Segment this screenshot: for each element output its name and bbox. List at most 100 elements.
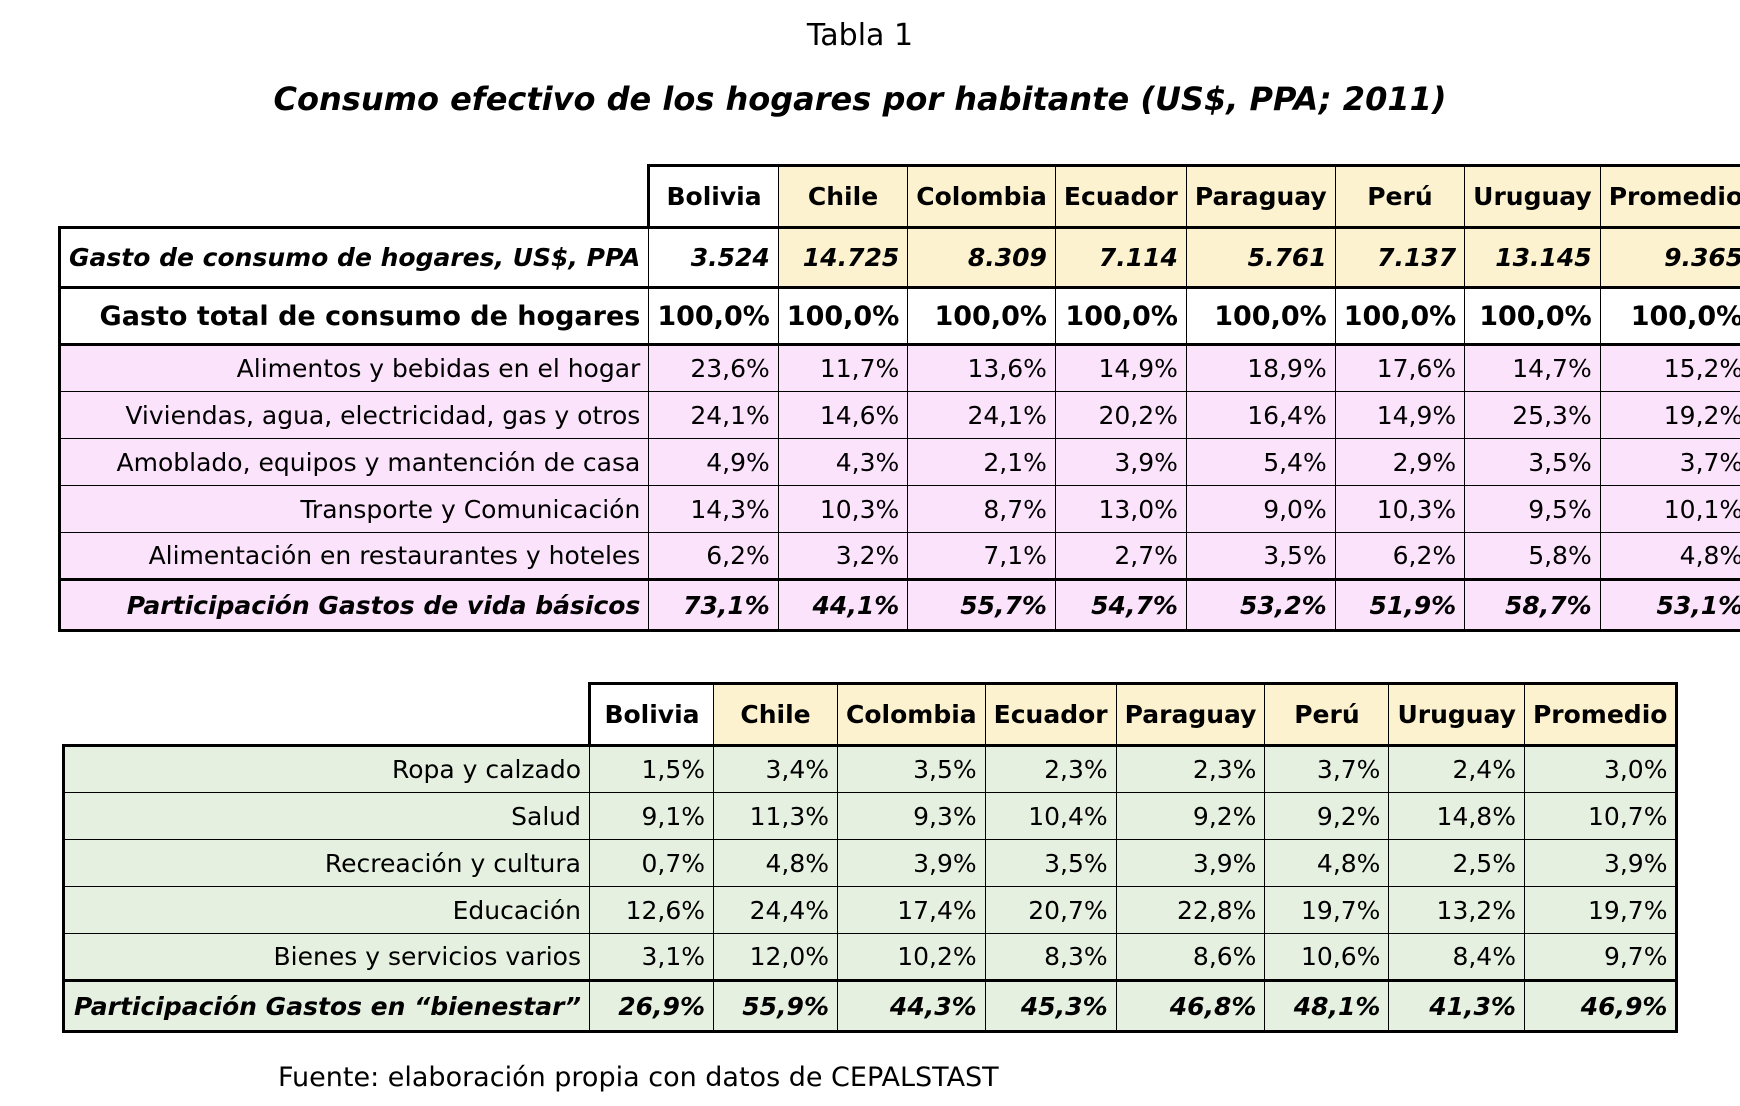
value-cell: 55,7% xyxy=(907,578,1056,632)
value-cell: 19,2% xyxy=(1599,391,1740,439)
column-header-country: Ecuador xyxy=(984,682,1117,747)
value-cell: 8.309 xyxy=(907,226,1056,289)
table-row: Transporte y Comunicación 14,3% 10,3% 8,7% 1… xyxy=(57,485,1740,533)
column-header-country: Paraguay xyxy=(1115,682,1266,747)
table-row: Recreación y cultura 0,7% 4,8% 3,9% 3,5% 3,9%… xyxy=(62,839,1679,887)
table-title: Consumo efectivo de los hogares por habi… xyxy=(273,80,1447,118)
value-cell: 100,0% xyxy=(1599,287,1740,346)
column-header-country: Perú xyxy=(1264,682,1390,747)
value-cell: 100,0% xyxy=(648,287,779,346)
table-row: Viviendas, agua, electricidad, gas y otr… xyxy=(57,391,1740,439)
value-cell: 14,7% xyxy=(1464,344,1601,392)
table-row: Educación 12,6% 24,4% 17,4% 20,7% 22,8% 19,7% 1… xyxy=(62,886,1679,934)
value-cell: 10,7% xyxy=(1523,792,1679,840)
row-label: Salud xyxy=(62,792,590,840)
table-caption: Tabla 1 xyxy=(806,18,914,53)
table-row-gasto-consumo: Gasto de consumo de hogares, US$, PPA 3.5… xyxy=(57,226,1740,289)
value-cell: 2,5% xyxy=(1388,839,1525,887)
table2-header-row: Bolivia Chile Colombia Ecuador Paraguay Perú U… xyxy=(63,682,1679,747)
value-cell: 10,1% xyxy=(1599,485,1740,533)
table-row: Salud 9,1% 11,3% 9,3% 10,4% 9,2% 9,2% 14,8% 10,7… xyxy=(62,792,1679,840)
value-cell: 100,0% xyxy=(1464,287,1601,346)
value-cell: 100,0% xyxy=(1334,287,1466,346)
table-row-summary-wellbeing: Participación Gastos en “bienestar” 26,9%… xyxy=(62,979,1679,1033)
value-cell: 10,3% xyxy=(1334,485,1466,533)
value-cell: 19,7% xyxy=(1264,886,1390,934)
value-cell: 14,9% xyxy=(1054,344,1187,392)
value-cell: 9,2% xyxy=(1115,792,1266,840)
value-cell: 3,9% xyxy=(1115,839,1266,887)
value-cell: 55,9% xyxy=(713,979,838,1033)
value-cell: 22,8% xyxy=(1115,886,1266,934)
value-cell: 5,4% xyxy=(1185,438,1336,486)
value-cell: 3,1% xyxy=(589,933,714,981)
value-cell: 3,5% xyxy=(984,839,1117,887)
value-cell: 41,3% xyxy=(1388,979,1525,1033)
row-label: Gasto total de consumo de hogares xyxy=(57,287,650,346)
value-cell: 2,3% xyxy=(984,744,1117,793)
value-cell: 20,2% xyxy=(1054,391,1187,439)
column-header-country: Bolivia xyxy=(647,164,779,229)
value-cell: 18,9% xyxy=(1185,344,1336,392)
wellbeing-expenses-table: Bolivia Chile Colombia Ecuador Paraguay Perú U… xyxy=(62,682,1679,1033)
table-row: Bienes y servicios varios 3,1% 12,0% 10,2% 8… xyxy=(62,933,1679,981)
column-header-country: Ecuador xyxy=(1054,164,1187,229)
value-cell: 100,0% xyxy=(777,287,909,346)
value-cell: 4,8% xyxy=(713,839,838,887)
row-label: Alimentación en restaurantes y hoteles xyxy=(57,532,650,580)
value-cell: 9,3% xyxy=(837,792,986,840)
value-cell: 13,2% xyxy=(1388,886,1525,934)
row-label: Gasto de consumo de hogares, US$, PPA xyxy=(57,226,650,289)
value-cell: 17,6% xyxy=(1334,344,1466,392)
value-cell: 53,2% xyxy=(1185,578,1336,632)
value-cell: 10,3% xyxy=(777,485,909,533)
row-label: Recreación y cultura xyxy=(62,839,590,887)
value-cell: 8,4% xyxy=(1388,933,1525,981)
value-cell: 2,7% xyxy=(1054,532,1187,580)
value-cell: 54,7% xyxy=(1054,578,1187,632)
value-cell: 100,0% xyxy=(907,287,1056,346)
value-cell: 9,5% xyxy=(1464,485,1601,533)
value-cell: 14,8% xyxy=(1388,792,1525,840)
value-cell: 8,7% xyxy=(907,485,1056,533)
value-cell: 2,3% xyxy=(1115,744,1266,793)
value-cell: 7.114 xyxy=(1054,226,1187,289)
value-cell: 10,4% xyxy=(984,792,1117,840)
value-cell: 3,5% xyxy=(1464,438,1601,486)
column-header-country: Colombia xyxy=(837,682,986,747)
value-cell: 58,7% xyxy=(1464,578,1601,632)
value-cell: 3,2% xyxy=(777,532,909,580)
value-cell: 11,3% xyxy=(713,792,838,840)
value-cell: 44,1% xyxy=(777,578,909,632)
table1-header-row: Bolivia Chile Colombia Ecuador Paraguay Perú U… xyxy=(59,164,1740,229)
value-cell: 8,3% xyxy=(984,933,1117,981)
value-cell: 16,4% xyxy=(1185,391,1336,439)
value-cell: 24,1% xyxy=(648,391,779,439)
row-label: Ropa y calzado xyxy=(62,744,590,793)
value-cell: 9,0% xyxy=(1185,485,1336,533)
blank-corner-cell xyxy=(63,683,590,746)
column-header-country: Uruguay xyxy=(1388,682,1525,747)
column-header-country: Promedio xyxy=(1599,164,1740,229)
value-cell: 12,6% xyxy=(589,886,714,934)
column-header-country: Uruguay xyxy=(1464,164,1601,229)
value-cell: 45,3% xyxy=(984,979,1117,1033)
value-cell: 9.365 xyxy=(1599,226,1740,289)
value-cell: 7.137 xyxy=(1334,226,1466,289)
value-cell: 12,0% xyxy=(713,933,838,981)
table-row-gasto-total: Gasto total de consumo de hogares 100,0% 1… xyxy=(57,287,1740,346)
table-row: Alimentos y bebidas en el hogar 23,6% 11,7… xyxy=(57,344,1740,392)
row-label: Viviendas, agua, electricidad, gas y otr… xyxy=(57,391,650,439)
value-cell: 9,1% xyxy=(589,792,714,840)
column-header-country: Perú xyxy=(1334,164,1466,229)
value-cell: 73,1% xyxy=(648,578,779,632)
column-header-country: Promedio xyxy=(1523,682,1679,747)
value-cell: 2,1% xyxy=(907,438,1056,486)
value-cell: 8,6% xyxy=(1115,933,1266,981)
value-cell: 100,0% xyxy=(1054,287,1187,346)
value-cell: 6,2% xyxy=(648,532,779,580)
value-cell: 7,1% xyxy=(907,532,1056,580)
value-cell: 3,7% xyxy=(1264,744,1390,793)
value-cell: 17,4% xyxy=(837,886,986,934)
value-cell: 4,9% xyxy=(648,438,779,486)
